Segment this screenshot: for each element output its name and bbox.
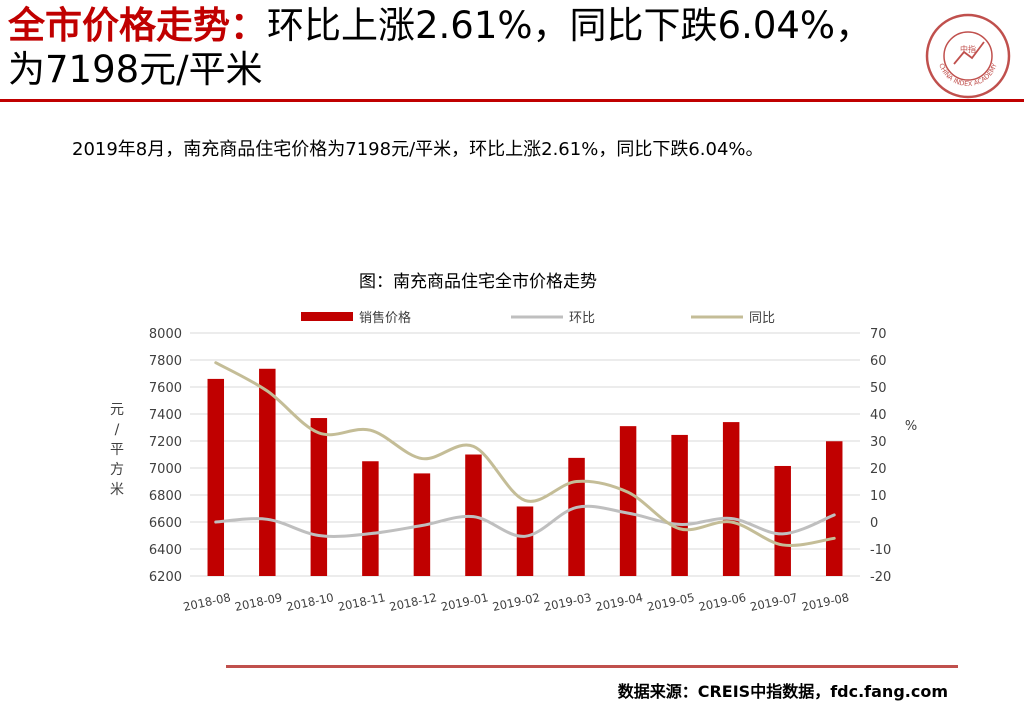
line-series [214, 361, 836, 547]
bar-series [207, 368, 843, 576]
bar-2018-10 [310, 418, 328, 576]
x-axis-ticks: 2018-08 2018-09 2018-10 2018-11 2018-12 2019-… [182, 590, 850, 614]
x-tick-label: 2019-02 [491, 590, 541, 614]
line-环比 [214, 504, 836, 538]
x-tick-label: 2019-05 [646, 590, 696, 614]
page-title-accent: 全市价格走势： [8, 4, 267, 47]
legend-label-同比: 同比 [749, 311, 775, 326]
x-tick-label: 2019-06 [697, 590, 747, 614]
logo-center-text: 中指 [960, 44, 976, 54]
y-tick-label: 7600 [149, 381, 182, 396]
bar-2018-11 [362, 461, 379, 576]
x-tick-label: 2019-08 [800, 590, 850, 614]
legend-swatch-销售价格 [301, 312, 353, 321]
left-axis-label-char: 平 [110, 442, 124, 458]
right-axis-ticks: -20 -10 0 10 20 30 40 50 60 70 [870, 327, 891, 585]
title-divider [0, 99, 1024, 102]
y2-tick-label: -20 [870, 570, 891, 585]
right-axis-label: % [905, 419, 917, 434]
x-tick-label: 2018-08 [182, 590, 232, 614]
left-axis-label-char: / [115, 422, 120, 438]
summary-text: 2019年8月，南充商品住宅价格为7198元/平米，环比上涨2.61%，同比下跌… [72, 139, 764, 160]
x-tick-label: 2019-04 [594, 590, 644, 614]
y2-tick-label: 60 [870, 354, 887, 369]
bar-2019-03 [568, 457, 585, 576]
y-tick-label: 7000 [149, 462, 182, 477]
footer-divider [226, 665, 958, 668]
y2-tick-label: 30 [870, 435, 887, 450]
bar-2019-08 [825, 441, 843, 576]
y-tick-label: 7200 [149, 435, 182, 450]
left-axis-label-char: 方 [110, 462, 124, 478]
bar-2019-06 [722, 422, 740, 576]
chart-legend: 销售价格 环比 同比 [301, 310, 775, 326]
x-tick-label: 2018-10 [285, 590, 335, 614]
y-tick-label: 7800 [149, 354, 182, 369]
y-tick-label: 6400 [149, 543, 182, 558]
bar-2019-04 [619, 426, 637, 576]
x-tick-label: 2019-03 [543, 590, 593, 614]
y2-tick-label: -10 [870, 543, 891, 558]
y2-tick-label: 50 [870, 381, 887, 396]
x-tick-label: 2019-01 [440, 590, 490, 614]
legend-label-环比: 环比 [569, 311, 595, 326]
x-tick-label: 2018-12 [388, 590, 438, 614]
x-tick-label: 2019-07 [749, 590, 799, 614]
y2-tick-label: 0 [870, 516, 878, 531]
y2-tick-label: 40 [870, 408, 887, 423]
x-tick-label: 2018-11 [337, 590, 387, 614]
y2-tick-label: 70 [870, 327, 887, 342]
page-title: 全市价格走势：环比上涨2.61%，同比下跌6.04%，为7198元/平米 [8, 4, 908, 92]
left-axis-label-char: 米 [110, 482, 124, 498]
data-source: 数据来源：CREIS中指数据，fdc.fang.com [617, 682, 948, 701]
bar-2019-02 [516, 506, 534, 576]
line-同比 [214, 361, 836, 547]
left-axis-label: 元 / 平方米 [110, 402, 124, 498]
left-axis-ticks: 6200 6400 6600 6800 7000 7200 7400 7600 7800 8000 [149, 327, 182, 585]
x-tick-label: 2018-09 [234, 590, 284, 614]
y-tick-label: 6200 [149, 570, 182, 585]
page-title-rest: 环比上涨2.61%，同比下跌6.04%，为7198元/平米 [8, 4, 873, 91]
academy-logo: 中指 CHINA INDEX ACADEMY [925, 13, 1011, 99]
y-tick-label: 8000 [149, 327, 182, 342]
bar-2019-05 [671, 434, 688, 576]
bar-2018-09 [259, 368, 276, 576]
y-tick-label: 7400 [149, 408, 182, 423]
chart-title: 图：南充商品住宅全市价格走势 [359, 272, 597, 292]
bar-2018-08 [207, 378, 225, 576]
y2-tick-label: 10 [870, 489, 887, 504]
legend-label-销售价格: 销售价格 [359, 310, 411, 326]
left-axis-label-char: 元 [110, 402, 124, 418]
y-tick-label: 6800 [149, 489, 182, 504]
bar-2019-07 [774, 465, 791, 576]
y-tick-label: 6600 [149, 516, 182, 531]
price-trend-chart: 图：南充商品住宅全市价格走势 销售价格 环比 同比 6200 6400 6600 6800… [110, 272, 917, 614]
y2-tick-label: 20 [870, 462, 887, 477]
